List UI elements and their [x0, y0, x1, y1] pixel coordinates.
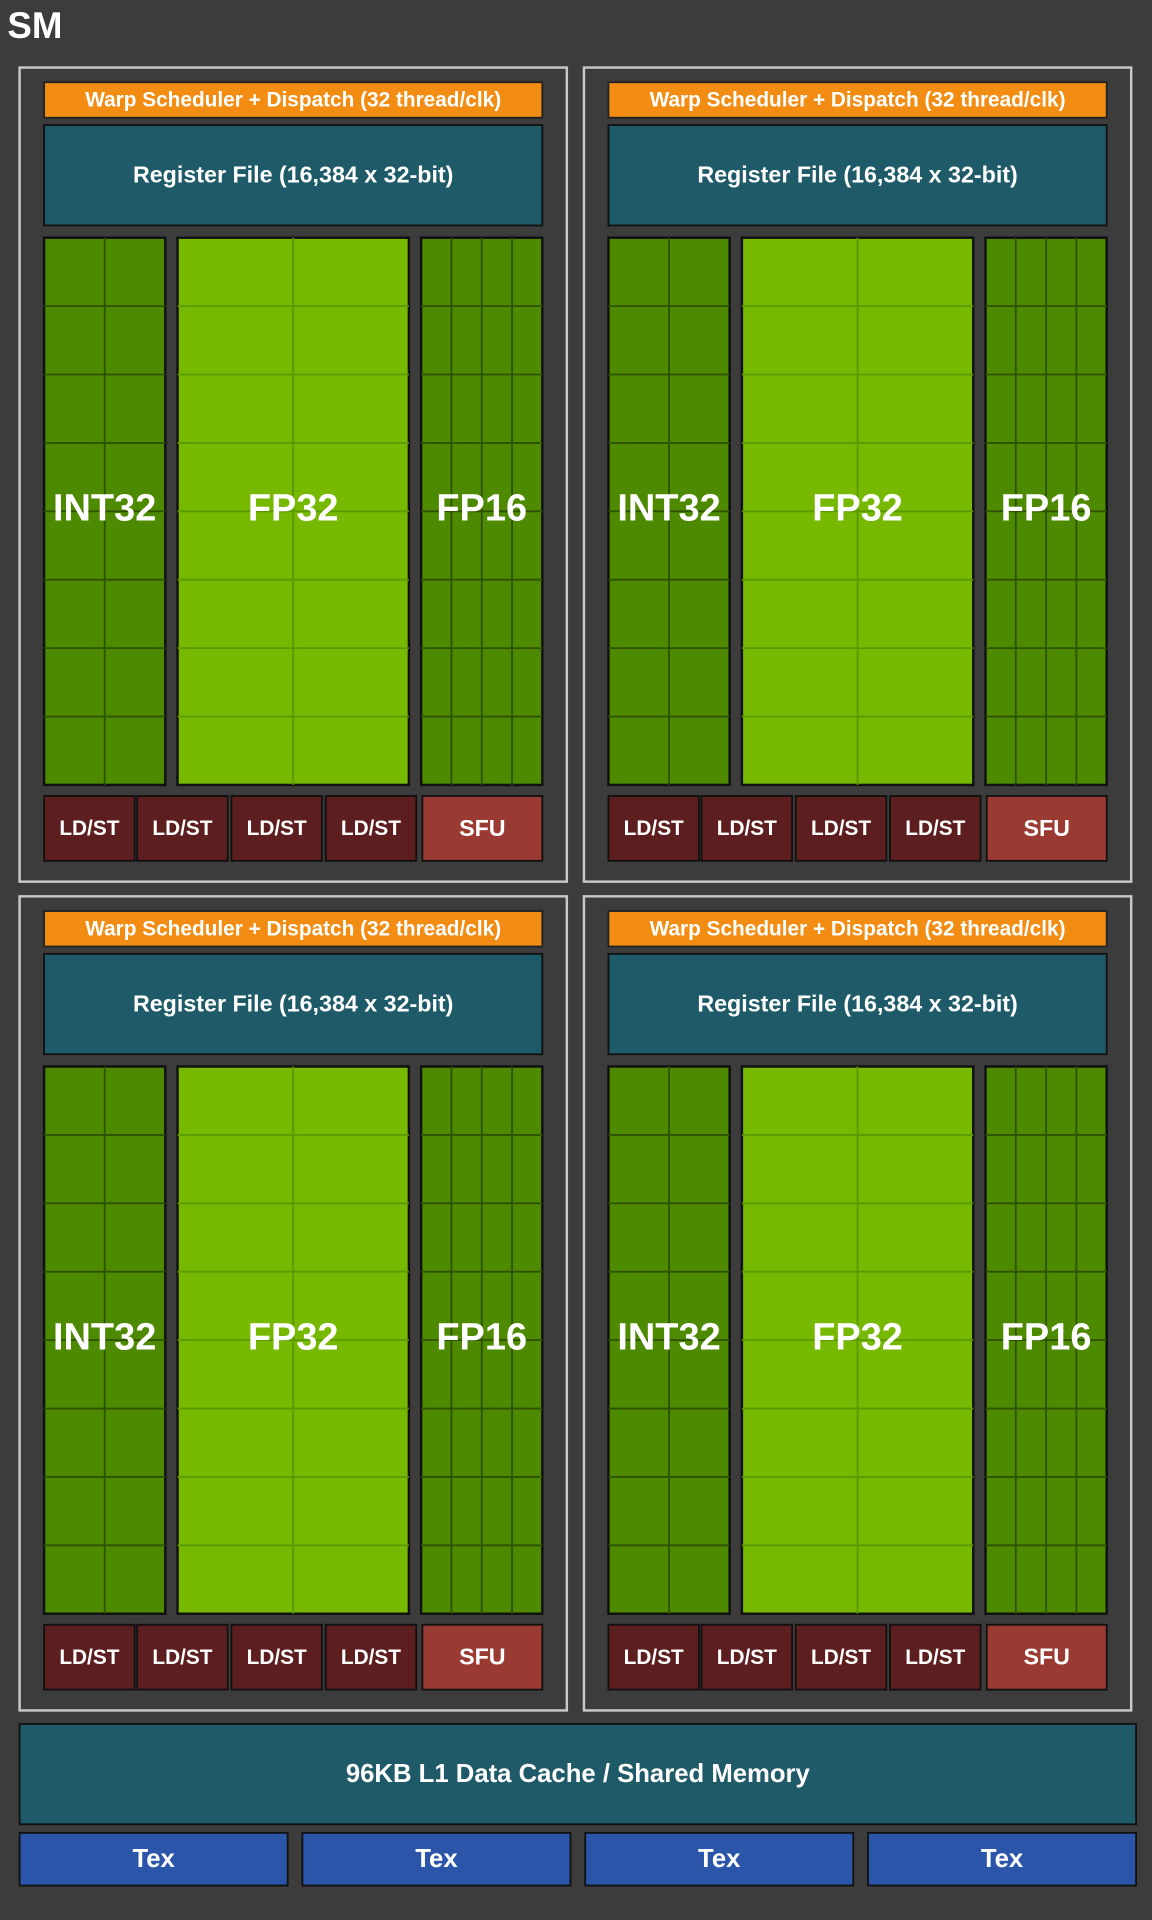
ldst-unit-label: LD/ST: [152, 1646, 212, 1669]
ldst-unit: [43, 795, 136, 862]
exec-unit-label: FP16: [1001, 488, 1092, 530]
register-file-label: Register File (16,384 x 32-bit): [133, 162, 453, 188]
sfu-unit: [985, 1623, 1108, 1691]
ldst-unit-label: LD/ST: [717, 1646, 777, 1669]
register-file: [43, 952, 544, 1056]
ldst-unit-label: LD/ST: [341, 817, 401, 840]
warp-scheduler-label: Warp Scheduler + Dispatch (32 thread/clk…: [85, 918, 501, 941]
ldst-unit: [324, 795, 418, 862]
sfu-unit: [421, 1623, 544, 1691]
ldst-unit-label: LD/ST: [247, 1646, 307, 1669]
sfu-unit: [985, 795, 1108, 862]
ldst-unit: [324, 1623, 418, 1691]
tex-unit: [18, 1831, 289, 1887]
ldst-unit: [700, 795, 793, 862]
sfu-unit-label: SFU: [459, 815, 506, 841]
ldst-unit: [889, 795, 982, 862]
tex-unit-label: Tex: [698, 1845, 741, 1873]
register-file: [607, 952, 1108, 1056]
ldst-unit: [794, 1623, 888, 1691]
exec-unit-label: INT32: [53, 488, 156, 530]
ldst-unit-label: LD/ST: [905, 1646, 965, 1669]
exec-unit-label: FP32: [812, 488, 903, 530]
partition: [582, 895, 1133, 1712]
exec-unit-label: FP32: [812, 1317, 903, 1359]
ldst-unit-label: LD/ST: [811, 817, 871, 840]
tex-unit: [867, 1831, 1138, 1887]
exec-unit-label: INT32: [617, 488, 720, 530]
l1-cache-label: 96KB L1 Data Cache / Shared Memory: [346, 1760, 811, 1788]
sfu-unit-label: SFU: [459, 1644, 506, 1670]
register-file: [43, 124, 544, 227]
ldst-unit-label: LD/ST: [152, 817, 212, 840]
exec-unit-label: FP16: [436, 488, 527, 530]
l1-cache: [18, 1723, 1138, 1826]
exec-unit-label: FP16: [436, 1317, 527, 1359]
warp-scheduler-label: Warp Scheduler + Dispatch (32 thread/clk…: [650, 918, 1066, 941]
ldst-unit: [230, 795, 323, 862]
tex-unit: [301, 1831, 572, 1887]
tex-unit: [584, 1831, 855, 1887]
ldst-unit-label: LD/ST: [341, 1646, 401, 1669]
sfu-unit: [421, 795, 544, 862]
warp-scheduler-label: Warp Scheduler + Dispatch (32 thread/clk…: [650, 89, 1066, 112]
ldst-unit: [700, 1623, 793, 1691]
ldst-unit: [607, 795, 700, 862]
ldst-unit-label: LD/ST: [59, 1646, 119, 1669]
partition: [582, 66, 1133, 883]
exec-unit-label: FP32: [248, 1317, 339, 1359]
exec-unit-label: FP32: [248, 488, 339, 530]
register-file-label: Register File (16,384 x 32-bit): [697, 990, 1017, 1016]
ldst-unit-label: LD/ST: [905, 817, 965, 840]
partition: [18, 66, 569, 883]
register-file-label: Register File (16,384 x 32-bit): [133, 990, 453, 1016]
partition: [18, 895, 569, 1712]
warp-scheduler: [43, 81, 544, 119]
ldst-unit-label: LD/ST: [811, 1646, 871, 1669]
warp-scheduler: [43, 910, 544, 948]
sm-title: SM: [7, 5, 62, 46]
ldst-unit: [136, 795, 229, 862]
ldst-unit-label: LD/ST: [247, 817, 307, 840]
tex-unit-label: Tex: [415, 1845, 458, 1873]
warp-scheduler: [607, 81, 1108, 119]
ldst-unit: [230, 1623, 323, 1691]
exec-unit-label: INT32: [53, 1317, 156, 1359]
warp-scheduler: [607, 910, 1108, 948]
ldst-unit: [794, 795, 888, 862]
ldst-unit: [136, 1623, 229, 1691]
register-file-label: Register File (16,384 x 32-bit): [697, 162, 1017, 188]
register-file: [607, 124, 1108, 227]
ldst-unit-label: LD/ST: [59, 817, 119, 840]
exec-unit-label: FP16: [1001, 1317, 1092, 1359]
tex-unit-label: Tex: [132, 1845, 175, 1873]
warp-scheduler-label: Warp Scheduler + Dispatch (32 thread/clk…: [85, 89, 501, 112]
exec-unit-label: INT32: [617, 1317, 720, 1359]
ldst-unit-label: LD/ST: [624, 817, 684, 840]
ldst-unit-label: LD/ST: [717, 817, 777, 840]
ldst-unit: [607, 1623, 700, 1691]
ldst-unit: [43, 1623, 136, 1691]
ldst-unit: [889, 1623, 982, 1691]
sfu-unit-label: SFU: [1023, 815, 1070, 841]
tex-unit-label: Tex: [981, 1845, 1024, 1873]
ldst-unit-label: LD/ST: [624, 1646, 684, 1669]
sfu-unit-label: SFU: [1023, 1644, 1070, 1670]
